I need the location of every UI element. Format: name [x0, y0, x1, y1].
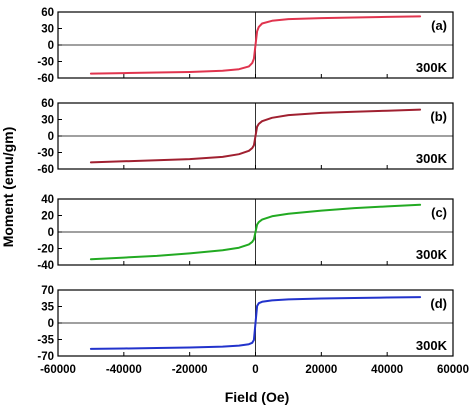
panels: 60 30 0 -30 -60 (a) 300K 60 30 0 -30 -60 (b) 300K 40 20… [37, 7, 454, 363]
y-tick-label: -35 [37, 335, 54, 347]
y-tick-label: 0 [48, 40, 54, 52]
temperature-label: 300K [416, 338, 448, 353]
panel-label: (c) [431, 205, 447, 220]
y-tick-label: -40 [37, 260, 54, 272]
series-line [89, 203, 422, 261]
y-tick-label: -30 [37, 57, 54, 69]
panel-label: (a) [431, 18, 447, 33]
y-tick-label: 0 [48, 227, 54, 239]
x-tick-labels: -60000 -40000 -20000 0 20000 40000 60000 [40, 364, 469, 376]
y-tick-label: -20 [37, 244, 54, 256]
panel-label: (d) [430, 296, 447, 311]
y-tick-label: -60 [37, 73, 54, 85]
panel-label: (b) [430, 109, 447, 124]
y-tick-label: -60 [37, 164, 54, 176]
x-axis-label: Field (Oe) [225, 389, 290, 405]
y-tick-label: 0 [48, 131, 54, 143]
x-tick-label: 60000 [437, 364, 469, 376]
series-line [89, 15, 422, 75]
y-tick-label: 35 [41, 302, 54, 314]
y-tick-label: 60 [41, 7, 54, 19]
x-tick-label: 20000 [305, 364, 337, 376]
y-tick-label: 60 [41, 98, 54, 110]
y-tick-label: 0 [48, 318, 54, 330]
y-tick-label: 30 [41, 115, 54, 127]
x-tick-label: -40000 [106, 364, 142, 376]
panel-a: 60 30 0 -30 -60 (a) 300K [37, 7, 454, 85]
panel-d: 70 35 0 -35 -70 (d) 300K [37, 285, 454, 363]
x-tick-label: 0 [252, 364, 258, 376]
temperature-label: 300K [416, 247, 448, 262]
temperature-label: 300K [416, 60, 448, 75]
x-tick-label: -20000 [172, 364, 208, 376]
y-tick-label: 70 [41, 285, 54, 297]
series-line [89, 296, 422, 350]
panel-c: 40 20 0 -20 -40 (c) 300K [37, 194, 454, 272]
temperature-label: 300K [416, 151, 448, 166]
y-axis-label: Moment (emu/gm) [0, 127, 16, 248]
y-tick-label: 20 [41, 211, 54, 223]
y-tick-label: -30 [37, 148, 54, 160]
y-tick-label: 40 [41, 194, 54, 206]
x-tick-label: 40000 [371, 364, 403, 376]
series-line [89, 108, 422, 164]
y-tick-label: -70 [37, 351, 54, 363]
panel-b: 60 30 0 -30 -60 (b) 300K [37, 98, 454, 176]
x-tick-label: -60000 [40, 364, 76, 376]
y-tick-label: 30 [41, 24, 54, 36]
